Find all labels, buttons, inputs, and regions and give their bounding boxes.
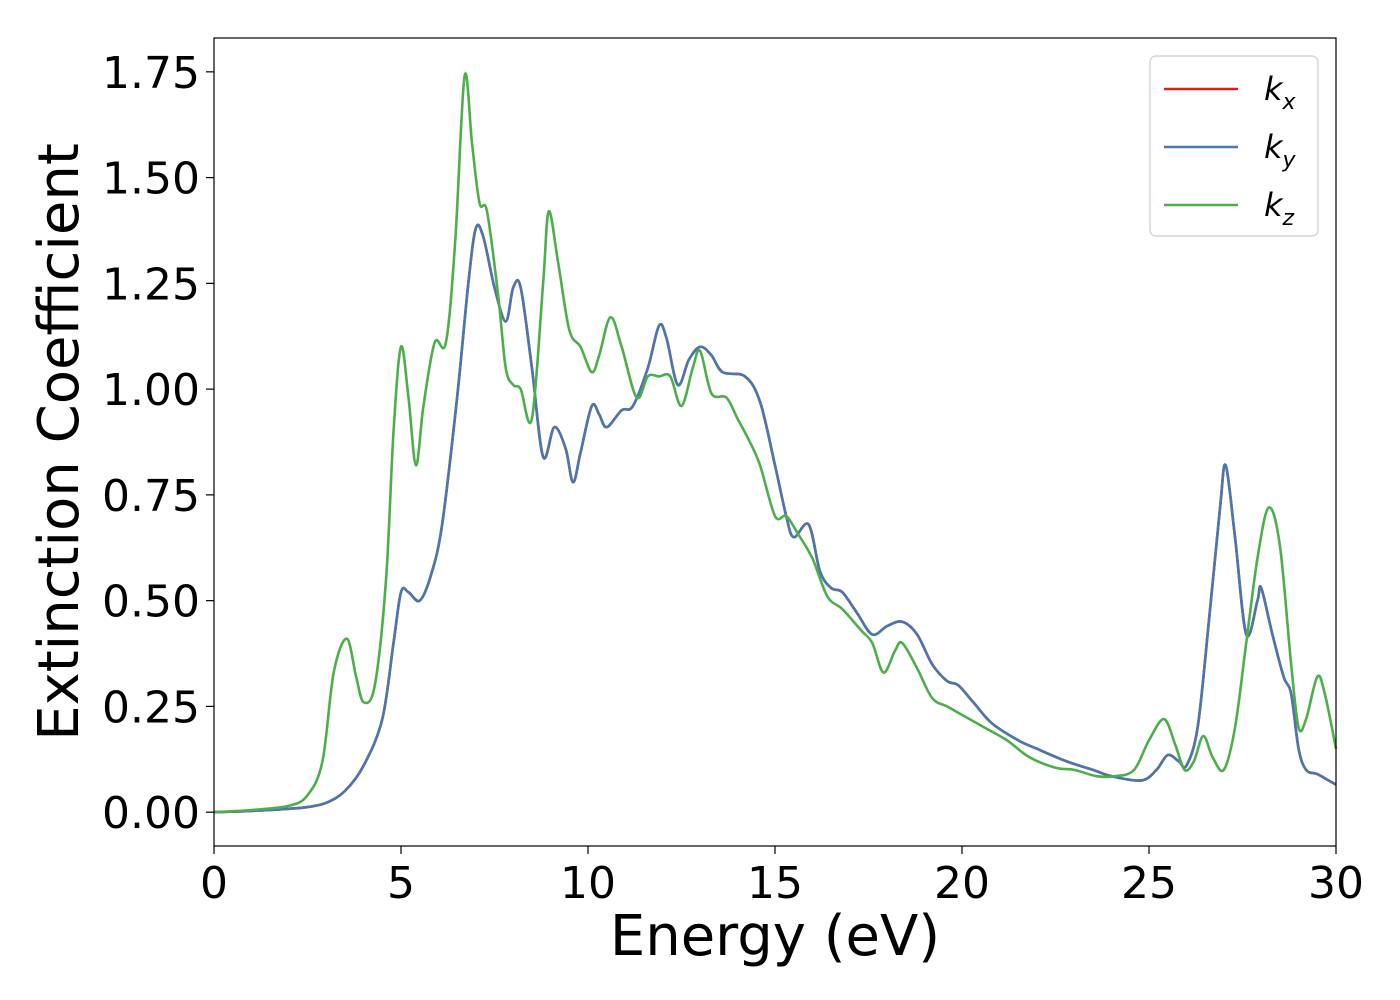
- series-line-k-y: [213, 223, 1337, 814]
- legend-label: ky: [1264, 128, 1297, 173]
- legend-label-base: k: [1264, 128, 1284, 166]
- x-tick-label: 30: [1308, 858, 1364, 909]
- x-tick-label: 20: [934, 858, 990, 909]
- y-axis-label: Extinction Coefficient: [27, 143, 92, 741]
- y-tick-label: 0.25: [102, 682, 200, 733]
- y-tick-label: 0.00: [102, 788, 200, 839]
- x-tick-label: 0: [200, 858, 228, 909]
- x-tick-label: 15: [747, 858, 803, 909]
- legend-label: kx: [1264, 70, 1297, 115]
- legend-label-base: k: [1264, 186, 1284, 224]
- legend-label-subscript: x: [1282, 90, 1297, 115]
- y-tick-label: 1.75: [102, 48, 200, 99]
- x-tick-label: 5: [387, 858, 415, 909]
- legend-label-base: k: [1264, 70, 1284, 108]
- y-tick-label: 0.50: [102, 577, 200, 628]
- legend-label: kz: [1264, 186, 1295, 231]
- legend-label-subscript: y: [1282, 148, 1297, 173]
- x-tick-label: 25: [1121, 858, 1177, 909]
- y-tick-label: 0.75: [102, 471, 200, 522]
- legend-label-subscript: z: [1282, 206, 1295, 231]
- ticks-layer: 0 5 10 15 20 25 30 0.00 0.25 0.50 0.75 1.00 1.25 1.50…: [102, 48, 1364, 909]
- series-line-k-z: [213, 72, 1338, 814]
- y-tick-label: 1.00: [102, 365, 200, 416]
- plot-frame: [213, 37, 1337, 847]
- series-layer: [213, 72, 1338, 814]
- x-axis-label: Energy (eV): [610, 904, 940, 969]
- x-tick-label: 10: [560, 858, 616, 909]
- y-tick-label: 1.50: [102, 154, 200, 205]
- y-tick-label: 1.25: [102, 259, 200, 310]
